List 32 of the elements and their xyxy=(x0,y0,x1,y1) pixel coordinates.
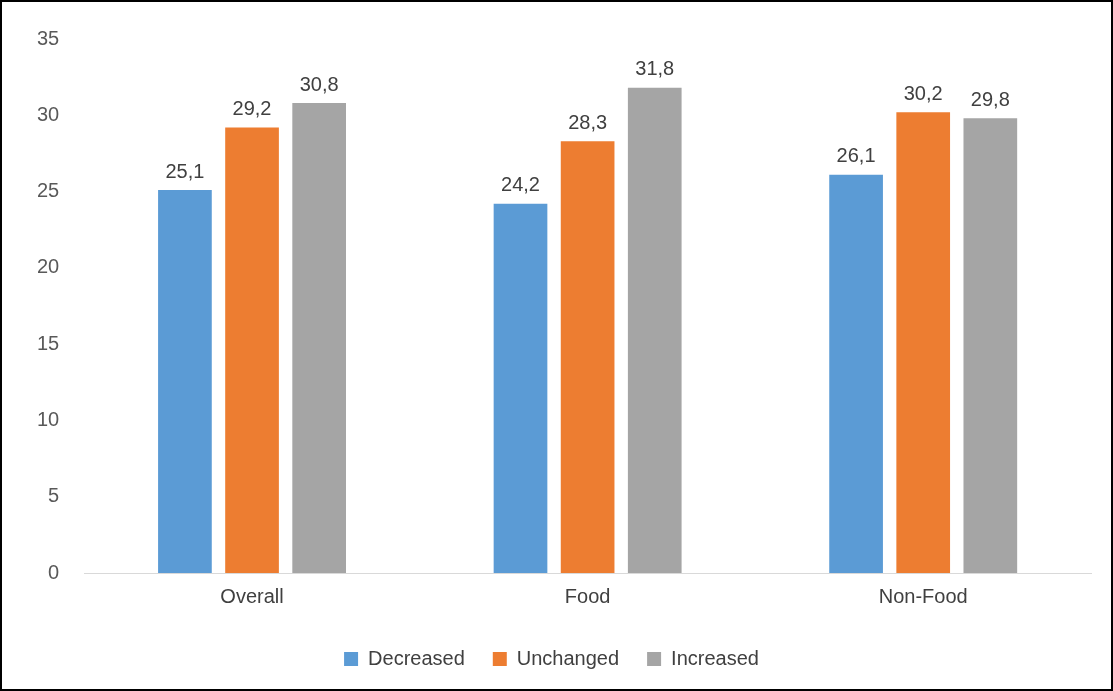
x-tick-label: Non-Food xyxy=(878,584,968,607)
x-tick-label: Food xyxy=(564,584,611,607)
x-tick-label: Overall xyxy=(220,584,284,607)
bar xyxy=(829,174,883,573)
y-tick-label: 10 xyxy=(37,407,60,430)
y-tick-label: 15 xyxy=(37,331,60,354)
bar xyxy=(158,190,212,573)
data-label: 29,2 xyxy=(232,97,272,120)
y-tick-label: 0 xyxy=(48,560,60,583)
data-label: 30,8 xyxy=(299,72,339,95)
bar xyxy=(493,203,548,573)
data-label: 28,3 xyxy=(568,110,608,133)
bar xyxy=(963,118,1018,573)
data-label: 30,2 xyxy=(903,81,943,104)
data-label: 31,8 xyxy=(635,57,675,80)
legend-label: Decreased xyxy=(368,646,465,669)
data-label: 29,8 xyxy=(970,87,1010,110)
y-tick-label: 20 xyxy=(37,255,60,278)
bar xyxy=(292,103,346,573)
data-label: 26,1 xyxy=(836,144,876,167)
y-tick-label: 35 xyxy=(37,26,60,49)
data-label: 25,1 xyxy=(165,159,205,182)
data-label: 24,2 xyxy=(501,173,540,196)
bar xyxy=(627,87,682,573)
legend-label: Increased xyxy=(671,646,759,669)
y-tick-label: 5 xyxy=(48,484,60,507)
legend-label: Unchanged xyxy=(516,646,620,669)
y-tick-label: 30 xyxy=(37,102,60,125)
bar xyxy=(225,127,279,573)
bar xyxy=(896,112,951,573)
bar xyxy=(560,141,615,573)
y-tick-label: 25 xyxy=(37,179,60,202)
